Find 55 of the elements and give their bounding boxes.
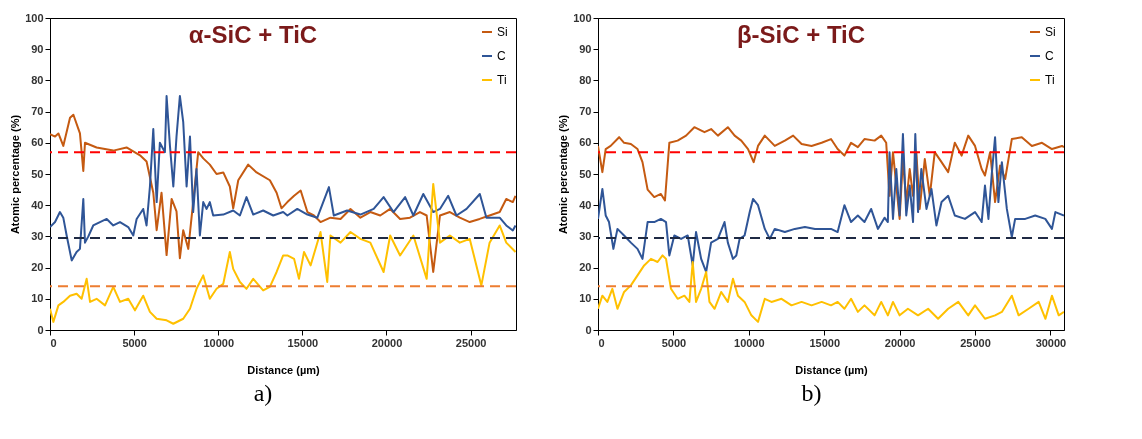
line-series	[598, 254, 1064, 323]
legend-label: Si	[497, 25, 508, 39]
x-tick-label: 5000	[122, 336, 147, 349]
y-tick-label: 10	[579, 292, 592, 305]
text: a)	[253, 380, 273, 407]
legend-label: C	[497, 49, 506, 63]
text: b)	[801, 380, 822, 407]
x-tick-label: 15000	[287, 336, 319, 349]
y-tick-label: 30	[579, 229, 592, 242]
y-tick-label: 70	[31, 105, 44, 118]
x-tick-label: 20000	[371, 336, 403, 349]
line-series	[50, 95, 516, 262]
y-tick-label: 20	[579, 261, 592, 274]
y-tick-label: 10	[31, 292, 44, 305]
chart-title: α-SiC + TiC	[188, 21, 318, 48]
line-series	[50, 182, 516, 325]
x-tick-label: 10000	[734, 336, 765, 349]
y-tick-label: 0	[37, 323, 44, 336]
x-tick-label: 25000	[960, 336, 991, 349]
line-series	[50, 113, 516, 273]
y-tick-label: 70	[579, 105, 592, 118]
line-series	[598, 126, 1064, 220]
y-tick-label: 100	[25, 11, 44, 24]
x-tick-label: 5000	[661, 336, 687, 349]
x-tick-label: 0	[598, 336, 605, 349]
x-tick-label: 20000	[884, 336, 916, 349]
y-tick-label: 40	[31, 198, 44, 211]
y-tick-label: 60	[31, 136, 44, 149]
x-tick-label: 30000	[1035, 336, 1067, 349]
y-tick-label: 100	[573, 11, 592, 24]
x-axis-title: Distance (µm)	[247, 363, 321, 376]
legend-label: C	[1045, 49, 1054, 63]
y-tick-label: 50	[31, 167, 44, 180]
x-tick-label: 15000	[809, 336, 841, 349]
y-tick-label: 90	[579, 42, 592, 55]
chart-title: β-SiC + TiC	[736, 21, 866, 48]
y-axis-title: Atomic percentage (%)	[9, 114, 22, 235]
x-axis-title: Distance (µm)	[795, 363, 869, 376]
line-series	[598, 133, 1064, 273]
y-axis-title: Atomic percentage (%)	[557, 114, 570, 235]
y-tick-label: 90	[31, 42, 44, 55]
y-tick-label: 50	[579, 167, 592, 180]
y-tick-label: 80	[579, 73, 592, 86]
y-tick-label: 60	[579, 136, 592, 149]
y-tick-label: 80	[31, 73, 44, 86]
y-tick-label: 40	[579, 198, 592, 211]
legend-label: Ti	[1045, 73, 1055, 87]
x-tick-label: 0	[50, 336, 57, 349]
x-tick-label: 10000	[203, 336, 235, 349]
y-tick-label: 0	[585, 323, 592, 336]
y-tick-label: 30	[31, 229, 44, 242]
y-tick-label: 20	[31, 261, 44, 274]
legend-label: Ti	[497, 73, 507, 87]
x-tick-label: 25000	[455, 336, 487, 349]
legend-label: Si	[1045, 25, 1056, 39]
